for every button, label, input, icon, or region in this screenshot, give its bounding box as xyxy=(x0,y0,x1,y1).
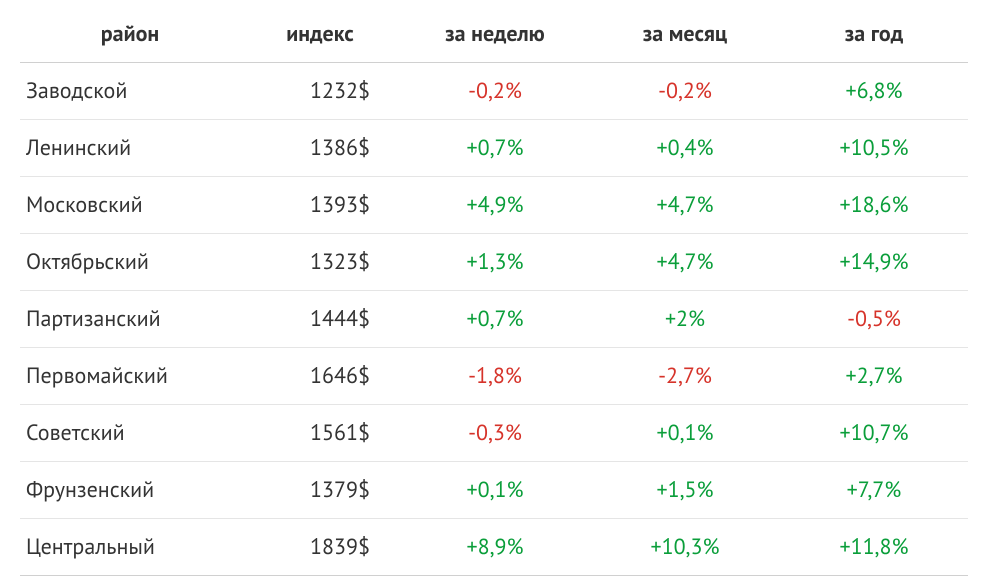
cell-district: Заводской xyxy=(20,63,240,120)
cell-week: -1,8% xyxy=(400,348,590,405)
table-row: Ленинский 1386$ +0,7% +0,4% +10,5% xyxy=(20,120,968,177)
col-header-year: за год xyxy=(780,10,968,63)
cell-week: -0,2% xyxy=(400,63,590,120)
cell-month: +0,4% xyxy=(590,120,780,177)
cell-week: +1,3% xyxy=(400,234,590,291)
price-table-container: район индекс за неделю за месяц за год З… xyxy=(0,0,988,586)
table-row: Первомайский 1646$ -1,8% -2,7% +2,7% xyxy=(20,348,968,405)
table-body: Заводской 1232$ -0,2% -0,2% +6,8% Ленинс… xyxy=(20,63,968,576)
table-row: Фрунзенский 1379$ +0,1% +1,5% +7,7% xyxy=(20,462,968,519)
table-row: Заводской 1232$ -0,2% -0,2% +6,8% xyxy=(20,63,968,120)
cell-district: Партизанский xyxy=(20,291,240,348)
cell-year: -0,5% xyxy=(780,291,968,348)
cell-week: +0,7% xyxy=(400,291,590,348)
cell-index: 1839$ xyxy=(240,519,400,576)
cell-district: Первомайский xyxy=(20,348,240,405)
price-index-table: район индекс за неделю за месяц за год З… xyxy=(20,10,968,576)
col-header-week: за неделю xyxy=(400,10,590,63)
cell-month: -2,7% xyxy=(590,348,780,405)
cell-index: 1386$ xyxy=(240,120,400,177)
table-row: Партизанский 1444$ +0,7% +2% -0,5% xyxy=(20,291,968,348)
cell-month: +10,3% xyxy=(590,519,780,576)
cell-district: Ленинский xyxy=(20,120,240,177)
table-row: Советский 1561$ -0,3% +0,1% +10,7% xyxy=(20,405,968,462)
cell-index: 1561$ xyxy=(240,405,400,462)
table-header-row: район индекс за неделю за месяц за год xyxy=(20,10,968,63)
cell-district: Московский xyxy=(20,177,240,234)
cell-year: +10,7% xyxy=(780,405,968,462)
cell-index: 1444$ xyxy=(240,291,400,348)
cell-month: +4,7% xyxy=(590,177,780,234)
cell-week: +0,1% xyxy=(400,462,590,519)
cell-week: +8,9% xyxy=(400,519,590,576)
cell-month: +4,7% xyxy=(590,234,780,291)
cell-index: 1393$ xyxy=(240,177,400,234)
cell-month: +0,1% xyxy=(590,405,780,462)
col-header-index: индекс xyxy=(240,10,400,63)
cell-month: +1,5% xyxy=(590,462,780,519)
cell-week: +4,9% xyxy=(400,177,590,234)
cell-year: +14,9% xyxy=(780,234,968,291)
cell-year: +11,8% xyxy=(780,519,968,576)
cell-year: +18,6% xyxy=(780,177,968,234)
col-header-month: за месяц xyxy=(590,10,780,63)
cell-month: +2% xyxy=(590,291,780,348)
col-header-district: район xyxy=(20,10,240,63)
table-row: Московский 1393$ +4,9% +4,7% +18,6% xyxy=(20,177,968,234)
cell-year: +2,7% xyxy=(780,348,968,405)
cell-year: +7,7% xyxy=(780,462,968,519)
cell-year: +10,5% xyxy=(780,120,968,177)
cell-index: 1379$ xyxy=(240,462,400,519)
cell-week: -0,3% xyxy=(400,405,590,462)
cell-index: 1646$ xyxy=(240,348,400,405)
cell-district: Фрунзенский xyxy=(20,462,240,519)
cell-year: +6,8% xyxy=(780,63,968,120)
table-row: Центральный 1839$ +8,9% +10,3% +11,8% xyxy=(20,519,968,576)
cell-month: -0,2% xyxy=(590,63,780,120)
cell-index: 1232$ xyxy=(240,63,400,120)
cell-district: Центральный xyxy=(20,519,240,576)
cell-district: Октябрьский xyxy=(20,234,240,291)
cell-district: Советский xyxy=(20,405,240,462)
cell-week: +0,7% xyxy=(400,120,590,177)
cell-index: 1323$ xyxy=(240,234,400,291)
table-row: Октябрьский 1323$ +1,3% +4,7% +14,9% xyxy=(20,234,968,291)
